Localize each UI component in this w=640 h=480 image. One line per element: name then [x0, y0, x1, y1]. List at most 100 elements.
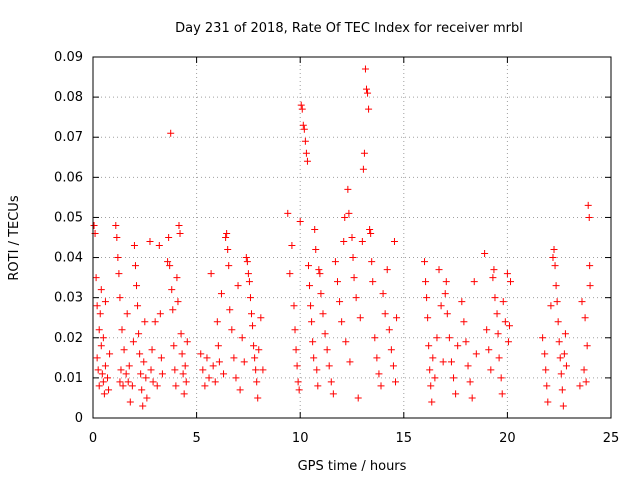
data-point	[178, 350, 186, 358]
y-tick-label: 0.04	[54, 251, 83, 266]
x-tick-label: 25	[603, 431, 620, 446]
y-tick-label: 0	[75, 411, 83, 426]
data-point	[349, 254, 357, 262]
x-axis-title: GPS time / hours	[298, 459, 407, 474]
data-point	[307, 302, 315, 310]
y-tick-label: 0.09	[54, 50, 83, 65]
data-point	[327, 378, 335, 386]
axis-ticks: 0 5 10 15 20 25 0 0.01 0.02 0.03 0.04 0.05 0.06 0.07 0…	[54, 50, 619, 446]
data-point	[490, 266, 498, 274]
data-point	[175, 221, 183, 229]
data-point	[346, 358, 354, 366]
data-point	[101, 298, 109, 306]
data-point	[543, 382, 551, 390]
data-point	[443, 310, 451, 318]
data-point	[379, 290, 387, 298]
data-point	[199, 366, 207, 374]
data-point	[119, 382, 127, 390]
data-point	[257, 314, 265, 322]
data-point	[581, 314, 589, 322]
data-point	[421, 258, 429, 266]
data-point	[358, 238, 366, 246]
data-point	[243, 258, 251, 266]
data-point	[248, 310, 256, 318]
data-point	[130, 242, 138, 250]
data-point	[165, 234, 173, 241]
data-point	[249, 322, 257, 330]
data-point	[116, 378, 124, 386]
data-point	[452, 390, 460, 398]
data-point	[483, 326, 491, 334]
data-point	[203, 354, 211, 362]
data-point	[578, 298, 586, 306]
data-point	[586, 282, 594, 290]
data-point	[428, 398, 436, 406]
data-point	[245, 278, 253, 286]
data-point	[93, 302, 101, 310]
data-point	[112, 221, 120, 229]
data-point	[215, 358, 223, 366]
data-point	[422, 278, 430, 286]
data-point	[251, 354, 259, 362]
data-point	[542, 366, 550, 374]
data-point	[294, 378, 302, 386]
data-point	[118, 326, 126, 334]
data-point	[342, 338, 350, 346]
data-point	[133, 282, 141, 290]
data-point	[472, 350, 480, 358]
data-point	[254, 394, 262, 402]
data-point	[427, 382, 435, 390]
data-point	[547, 302, 555, 310]
data-point	[155, 242, 163, 250]
data-point	[214, 342, 222, 350]
data-point	[211, 378, 219, 386]
data-point	[173, 274, 181, 282]
data-point	[333, 278, 341, 286]
data-point	[176, 229, 184, 237]
data-point	[183, 338, 191, 346]
y-axis-title: ROTI / TECUs	[7, 195, 22, 280]
data-point	[466, 378, 474, 386]
data-point	[350, 274, 358, 282]
data-point	[348, 234, 356, 241]
x-tick-label: 15	[396, 431, 413, 446]
data-point	[544, 398, 552, 406]
data-point	[541, 350, 549, 358]
data-point	[168, 286, 176, 294]
data-point	[209, 362, 217, 370]
data-point	[286, 270, 294, 278]
data-point	[552, 282, 560, 290]
data-point	[295, 386, 303, 394]
data-point	[491, 294, 499, 302]
data-point	[557, 370, 565, 378]
data-point	[131, 262, 139, 270]
data-point	[142, 374, 150, 382]
data-point	[301, 137, 309, 145]
data-point	[336, 298, 344, 306]
data-point	[149, 378, 157, 386]
data-point	[559, 402, 567, 410]
data-point	[497, 374, 505, 382]
data-point	[129, 338, 137, 346]
data-point	[558, 386, 566, 394]
data-point	[153, 382, 161, 390]
data-point	[138, 386, 146, 394]
data-point	[306, 282, 314, 290]
data-point	[504, 338, 512, 346]
data-point	[290, 302, 298, 310]
data-point	[90, 221, 98, 229]
data-point	[323, 346, 331, 354]
data-point	[312, 246, 320, 254]
data-point	[223, 229, 231, 237]
data-point	[147, 366, 155, 374]
data-point	[317, 290, 325, 298]
data-point	[217, 290, 225, 298]
data-point	[114, 254, 122, 262]
data-point	[220, 370, 228, 378]
data-point	[501, 318, 509, 326]
y-tick-label: 0.07	[54, 130, 83, 145]
data-point	[156, 310, 164, 318]
data-point	[201, 382, 209, 390]
data-point	[134, 302, 142, 310]
data-point	[151, 318, 159, 326]
